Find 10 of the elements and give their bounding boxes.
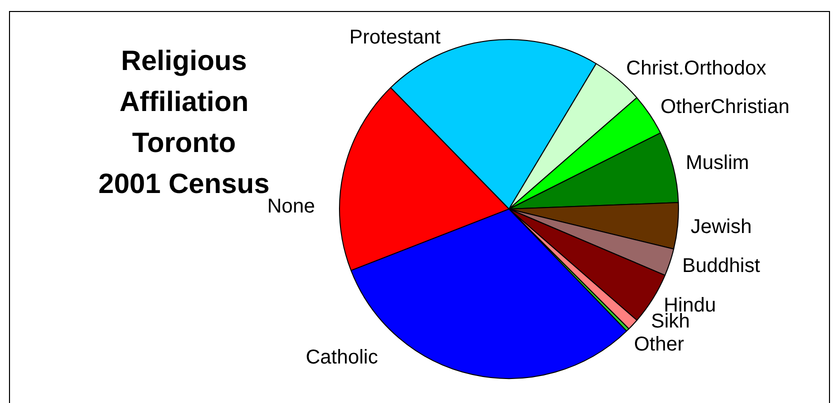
slice-label: Catholic xyxy=(306,346,378,369)
slice-label: Other xyxy=(634,334,684,356)
slice-label: Muslim xyxy=(686,152,750,174)
slice-label: Buddhist xyxy=(682,254,761,277)
slice-label: Christ.Orthodox xyxy=(626,58,766,80)
slice-label: OtherChristian xyxy=(660,96,790,118)
slice-label: Protestant xyxy=(349,26,442,49)
text: Religious Affiliation Toronto 2001 Census xyxy=(97,44,270,199)
slice-label: Jewish xyxy=(690,216,752,238)
slice-label: None xyxy=(267,196,315,218)
